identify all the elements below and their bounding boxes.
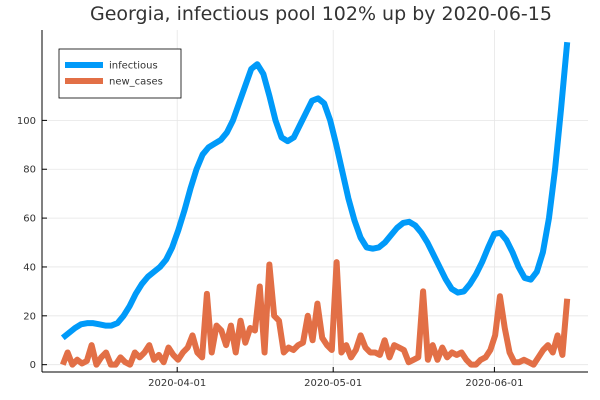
y-tick-label: 80 <box>23 165 36 176</box>
axis-layer: 0 20 40 60 80 100 2020-04-01 2020-05-01 2020-06-… <box>17 30 588 389</box>
chart-title: Georgia, infectious pool 102% up by 2020… <box>90 3 552 25</box>
y-tick-label: 60 <box>23 214 36 225</box>
legend-label: infectious <box>109 61 158 72</box>
x-tick-label: 2020-04-01 <box>148 378 206 389</box>
series-line-new-cases <box>60 259 571 368</box>
series-layer <box>60 41 571 368</box>
y-tick-label: 20 <box>23 311 36 322</box>
x-tick-label: 2020-06-01 <box>465 378 523 389</box>
y-tick-label: 100 <box>17 116 36 127</box>
legend-box <box>58 48 182 99</box>
legend-label: new_cases <box>109 77 163 88</box>
grid-layer <box>42 30 588 372</box>
legend: infectious new_cases <box>58 48 182 99</box>
x-tick-label: 2020-05-01 <box>304 378 362 389</box>
series-line-infectious <box>60 41 571 341</box>
y-tick-label: 40 <box>23 262 36 273</box>
y-tick-label: 0 <box>30 360 36 371</box>
